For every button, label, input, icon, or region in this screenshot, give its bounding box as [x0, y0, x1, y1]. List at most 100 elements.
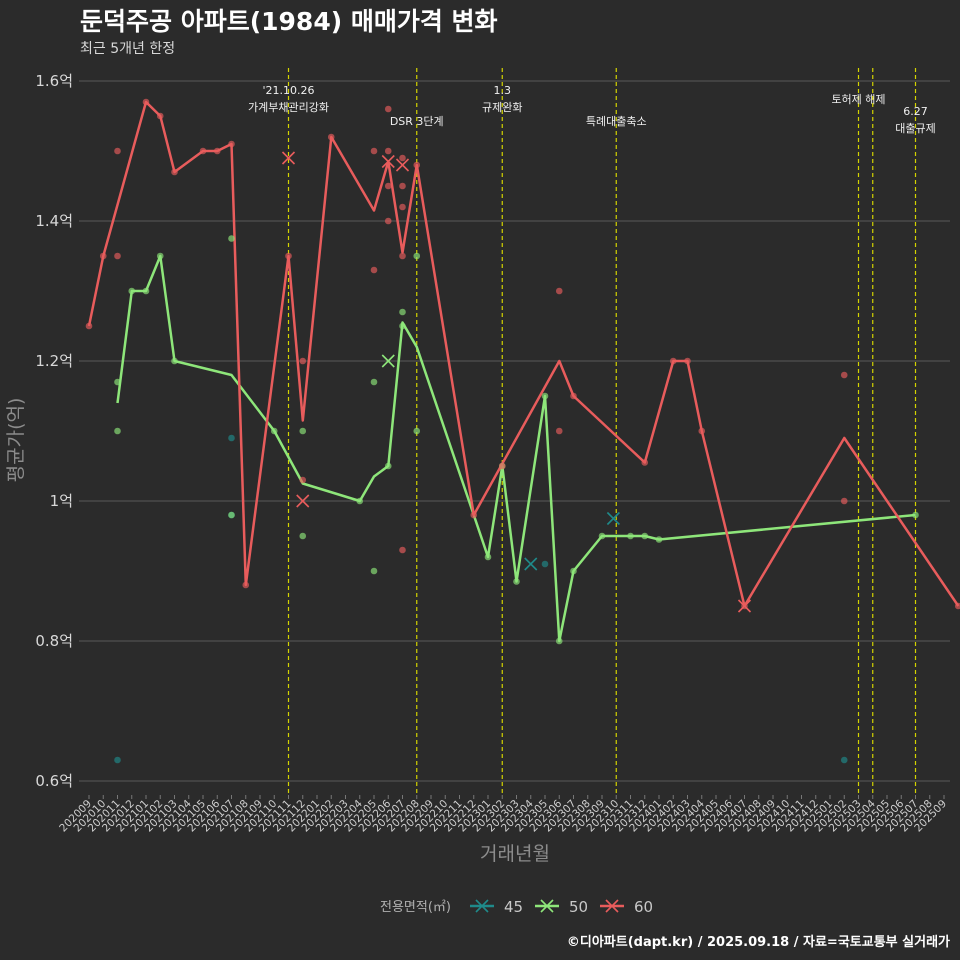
data-point-50	[513, 578, 520, 585]
chart-title: 둔덕주공 아파트(1984) 매매가격 변화	[80, 7, 498, 36]
data-point-45	[114, 756, 121, 764]
data-point-60	[399, 546, 406, 554]
data-point-50	[541, 392, 549, 400]
data-point-50	[384, 462, 392, 470]
series-points	[85, 98, 960, 764]
data-point-60	[85, 322, 93, 330]
data-point-60	[370, 147, 378, 155]
data-point-60	[954, 602, 960, 610]
cross-marker-60	[381, 154, 395, 169]
data-point-50	[912, 511, 919, 519]
grid-lines	[79, 80, 950, 782]
legend-key-cross-50	[540, 899, 554, 913]
x-axis-label: 거래년월	[480, 843, 550, 865]
cross-marker-60	[395, 158, 410, 172]
policy-annotation: 6.27	[903, 105, 928, 118]
legend-title: 전용면적(㎡)	[380, 900, 451, 915]
data-point-50	[655, 536, 663, 543]
data-point-60	[199, 147, 207, 155]
policy-annotation: 가계부채관리강화	[248, 101, 329, 114]
data-point-60	[114, 147, 121, 155]
data-point-45	[228, 434, 235, 442]
y-axis-label: 평균가(억)	[5, 398, 27, 483]
data-point-45	[541, 560, 549, 568]
data-point-50	[370, 378, 378, 386]
data-point-60	[399, 182, 406, 190]
legend-label-45: 45	[504, 898, 523, 916]
data-point-60	[242, 581, 250, 589]
data-point-60	[399, 252, 406, 260]
data-point-50	[413, 252, 421, 260]
data-point-50	[114, 378, 121, 386]
data-point-50	[399, 322, 406, 330]
cross-marker-45	[606, 511, 620, 526]
y-tick-label: 0.8억	[35, 632, 73, 650]
data-point-50	[598, 532, 606, 540]
data-point-60	[641, 459, 649, 466]
policy-annotation: 대출규제	[895, 122, 935, 135]
data-point-50	[228, 235, 235, 242]
x-axis-ticks: 2020092020102020112020122021012021022021…	[57, 795, 949, 834]
data-point-50	[399, 308, 406, 316]
legend: 전용면적(㎡) 45 50 60	[380, 898, 653, 916]
chart-subtitle: 최근 5개년 한정	[80, 41, 176, 57]
data-point-60	[384, 182, 392, 190]
data-point-50	[299, 427, 307, 435]
data-point-60	[840, 371, 848, 379]
data-point-45	[840, 756, 848, 764]
data-point-60	[299, 357, 307, 365]
data-point-60	[555, 427, 563, 435]
legend-key-cross-60	[605, 899, 619, 913]
data-point-60	[399, 154, 406, 162]
data-point-60	[327, 133, 335, 141]
data-point-60	[570, 392, 577, 400]
data-point-50	[484, 553, 492, 561]
cross-marker-50	[381, 354, 395, 368]
data-point-50	[356, 497, 364, 505]
data-point-50	[142, 287, 150, 295]
data-point-60	[285, 252, 292, 260]
data-point-60	[299, 476, 307, 484]
data-point-50	[570, 567, 577, 575]
data-point-60	[684, 357, 691, 365]
data-point-60	[384, 217, 392, 225]
data-point-50	[128, 287, 136, 295]
y-tick-label: 1.6억	[35, 72, 73, 90]
cross-marker-60	[737, 599, 752, 613]
source-caption: ©디아파트(dapt.kr) / 2025.09.18 / 자료=국토교통부 실…	[566, 935, 950, 950]
data-point-60	[413, 161, 421, 169]
data-point-60	[213, 147, 221, 155]
legend-label-60: 60	[634, 898, 653, 916]
legend-key-cross-45	[475, 899, 489, 913]
data-point-50	[156, 252, 164, 260]
data-point-60	[228, 140, 235, 148]
data-point-60	[384, 105, 392, 113]
data-point-60	[99, 252, 107, 260]
series-line-50	[116, 254, 916, 643]
data-point-60	[555, 287, 563, 295]
policy-annotation: 특례대출축소	[586, 115, 647, 128]
policy-annotation: 규제완화	[482, 101, 522, 114]
legend-label-50: 50	[569, 898, 588, 916]
y-axis-ticks: 0.6억 0.8억 1억 1.2억 1.4억 1.6억	[35, 72, 73, 790]
data-point-50	[228, 511, 235, 519]
data-point-60	[171, 168, 178, 176]
cross-marker-60	[281, 151, 296, 165]
data-point-60	[370, 266, 378, 274]
data-point-60	[498, 462, 506, 470]
y-tick-label: 1.2억	[35, 352, 73, 370]
cross-marker-60	[296, 494, 310, 508]
data-point-60	[142, 98, 150, 106]
data-point-50	[413, 427, 421, 435]
y-tick-label: 0.6억	[35, 772, 73, 790]
data-point-60	[114, 252, 121, 260]
data-point-60	[399, 203, 406, 211]
data-point-50	[370, 567, 378, 575]
data-point-60	[669, 357, 677, 365]
data-point-50	[627, 532, 634, 540]
policy-annotation: '21.10.26	[262, 84, 314, 97]
data-point-50	[171, 357, 178, 365]
series-lines	[87, 100, 960, 643]
